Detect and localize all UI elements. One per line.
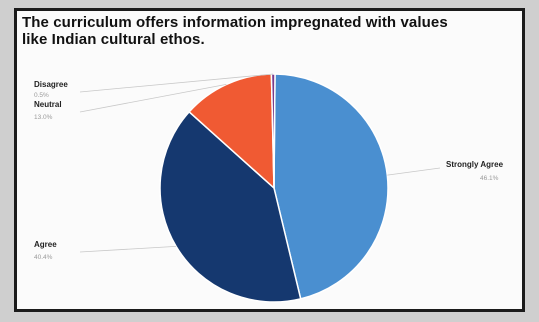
- label-strongly-agree: Strongly Agree: [446, 160, 504, 169]
- leader-line-disagree: [79, 73, 274, 93]
- leader-line-neutral: [79, 84, 227, 113]
- value-disagree: 0.5%: [34, 92, 49, 99]
- chart-title-line-2: like Indian cultural ethos.: [22, 31, 205, 48]
- pie-slices: [159, 73, 389, 303]
- chart-title: The curriculum offers information impreg…: [22, 14, 512, 48]
- leader-line-strongly-agree: [387, 167, 441, 176]
- pie-slice-agree: [159, 110, 302, 303]
- pie-slice-strongly-agree: [273, 73, 389, 300]
- value-strongly-agree: 46.1%: [480, 175, 499, 182]
- label-agree: Agree: [34, 240, 57, 249]
- label-disagree: Disagree: [34, 80, 68, 89]
- chart-title-line-1: The curriculum offers information impreg…: [22, 14, 448, 31]
- leader-lines: [79, 73, 441, 253]
- label-neutral: Neutral: [34, 100, 62, 109]
- value-agree: 40.4%: [34, 254, 53, 261]
- value-neutral: 13.0%: [34, 114, 53, 121]
- leader-line-agree: [79, 246, 177, 253]
